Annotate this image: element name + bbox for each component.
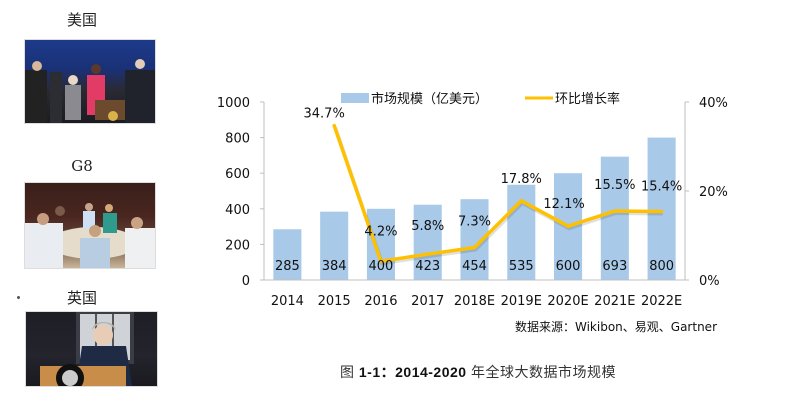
bar-value-label: 454: [462, 259, 487, 274]
chart-legend: 市场规模（亿美元） 环比增长率: [341, 91, 620, 107]
bar: [366, 208, 395, 280]
bar-value-label: 384: [322, 259, 347, 274]
legend-label-growth-rate: 环比增长率: [555, 91, 620, 107]
g8-photo-figures: [25, 203, 155, 268]
bar-value-label: 535: [509, 259, 534, 274]
x-axis-tick-label: 2016: [364, 294, 397, 309]
bar: [320, 211, 349, 280]
left-axis-tick-label: 800: [225, 132, 250, 147]
growth-value-label: 17.8%: [501, 172, 542, 187]
growth-value-label: 15.4%: [641, 179, 682, 194]
uk-photo-figures: [40, 312, 134, 386]
caption-prefix: 图: [340, 364, 359, 380]
growth-line: [332, 123, 664, 264]
bar: [647, 137, 676, 280]
bullet-dot: [17, 296, 20, 299]
growth-value-label: 7.3%: [458, 215, 491, 230]
bar: [413, 204, 442, 280]
label-uk: 英国: [66, 289, 97, 307]
data-source-note: 数据来源：Wikibon、易观、Gartner: [515, 320, 717, 334]
left-axis-tick-label: 600: [225, 167, 250, 182]
right-axis-tick-label: 40%: [699, 96, 728, 111]
left-axis-tick-label: 400: [225, 203, 250, 218]
us-photo-figures: [25, 59, 155, 123]
growth-value-label: 15.5%: [594, 178, 635, 193]
label-g8: G8: [71, 157, 93, 175]
bar: [600, 156, 629, 280]
left-axis-tick-label: 1000: [217, 96, 250, 111]
bar-value-label: 693: [602, 259, 627, 274]
bar-value-label: 800: [649, 259, 674, 274]
right-y-axis: 0% 20% 40%: [684, 96, 728, 289]
caption-number: 1-1：2014-2020: [358, 364, 467, 380]
growth-value-label: 12.1%: [543, 197, 584, 212]
x-axis-tick-label: 2017: [411, 294, 444, 309]
right-axis-tick-label: 20%: [699, 185, 728, 200]
left-axis-tick-label: 200: [225, 238, 250, 253]
bar-value-label: 600: [556, 259, 581, 274]
bar: [273, 229, 302, 280]
data-labels: 285 384 400 423 454 535 600 693 800 34.7% 4.2% 5.8%…: [275, 107, 682, 274]
bar-value-label: 400: [369, 259, 394, 274]
left-y-axis: 0 200 400 600 800 1000: [217, 96, 265, 289]
legend-label-market-size: 市场规模（亿美元）: [371, 91, 488, 107]
photo-uk-prime-minister-podium: [25, 311, 158, 387]
photo-g8-round-table-meeting: [24, 182, 156, 269]
growth-line-shadow: [333, 126, 663, 266]
x-axis-tick-label: 2019E: [501, 294, 542, 309]
growth-value-label: 5.8%: [411, 219, 444, 234]
x-axis-tick-label: 2020E: [547, 294, 588, 309]
legend-swatch-market-size: [341, 93, 369, 103]
label-us: 美国: [66, 11, 97, 29]
x-axis-tick-label: 2014: [271, 294, 304, 309]
x-axis-tick-label: 2021E: [594, 294, 635, 309]
growth-value-label: 4.2%: [364, 224, 397, 239]
growth-value-label: 34.7%: [304, 107, 345, 122]
figure-caption: 图 1-1：2014-2020 年全球大数据市场规模: [340, 362, 616, 382]
left-axis-tick-label: 0: [242, 274, 250, 289]
caption-title: 年全球大数据市场规模: [466, 364, 616, 380]
right-axis-tick-label: 0%: [699, 274, 720, 289]
bar-value-label: 423: [415, 259, 440, 274]
line-series-growth-rate: [332, 123, 664, 266]
photo-us-signing-ceremony: [24, 39, 156, 124]
x-axis: 2014 2015 2016 2017 2018E 2019E 2020E 2021E 2022…: [264, 279, 685, 309]
x-axis-tick-label: 2018E: [454, 294, 495, 309]
x-axis-tick-label: 2015: [318, 294, 351, 309]
bar-value-label: 285: [275, 259, 300, 274]
x-axis-tick-label: 2022E: [641, 294, 682, 309]
